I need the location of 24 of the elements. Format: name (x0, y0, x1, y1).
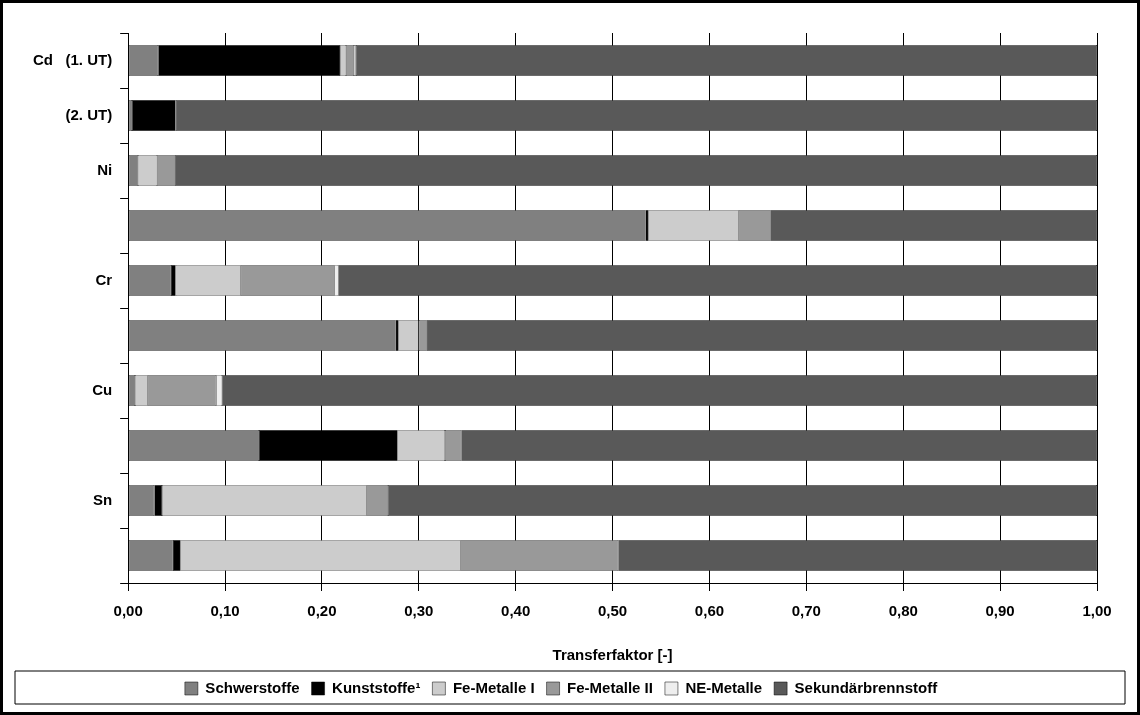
x-tick-label: 0,40 (501, 602, 531, 620)
x-tick-label: 0,20 (307, 602, 337, 620)
x-tick-label: 1,00 (1082, 602, 1112, 620)
x-tick-label: 0,60 (694, 602, 725, 620)
x-tick-label: 0,30 (404, 602, 434, 620)
x-tick-label: 0,50 (597, 602, 628, 620)
legend-label: Kunststoffe¹ (332, 678, 421, 696)
legend-label: Fe-Metalle II (567, 678, 653, 696)
x-tick-label: 0,90 (985, 602, 1015, 620)
y-tick-label: Cr (95, 270, 113, 288)
y-tick-label: (2. UT) (65, 105, 113, 123)
y-tick-label: Sn (92, 490, 113, 508)
legend-label: Fe-Metalle I (452, 678, 535, 696)
y-tick-label: Cd (1. UT) (32, 50, 113, 68)
legend-label: NE-Metalle (685, 678, 763, 696)
x-axis-title: Transferfaktor [-] (552, 646, 673, 664)
legend-label: Schwerstoffe (205, 678, 300, 696)
x-tick-label: 0,10 (210, 602, 240, 620)
x-tick-label: 0,80 (888, 602, 918, 620)
y-tick-label: Ni (97, 160, 113, 178)
x-tick-label: 0,00 (113, 602, 143, 620)
x-tick-label: 0,70 (791, 602, 821, 620)
legend-label: Sekundärbrennstoff (794, 678, 939, 696)
y-tick-label: Cu (92, 380, 113, 398)
